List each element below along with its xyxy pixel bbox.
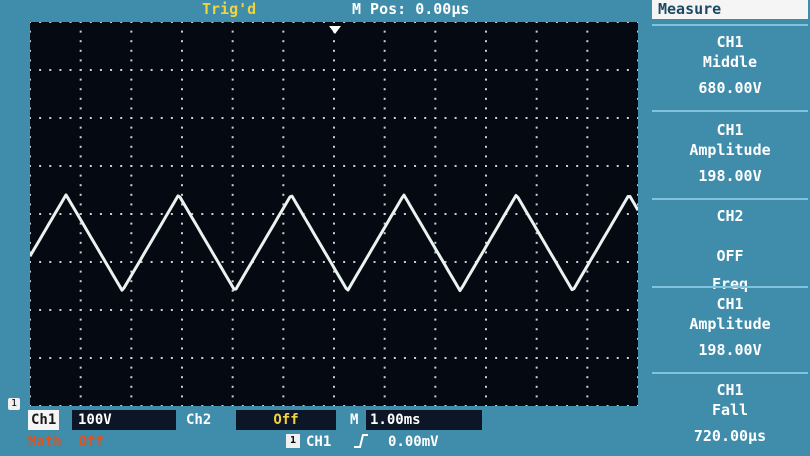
slot-1-value: 680.00V [698,79,762,97]
timebase-value: 1.00ms [366,410,482,430]
measure-slot-5[interactable]: CH1 Fall 720.00µs [652,372,808,452]
trigger-level: 0.00mV [388,434,439,450]
slot-1-type: Middle [702,53,758,71]
measure-slot-1[interactable]: CH1 Middle 680.00V [652,24,808,104]
slot-4-source: CH1 [716,295,744,313]
slot-4-type: Amplitude [689,315,771,333]
horizontal-position: M Pos: 0.00µs [352,0,470,18]
math-status: Math Off [28,434,104,450]
slot-4-value: 198.00V [698,341,762,359]
slot-3-source: CH2 OFF [716,207,744,265]
trigger-source: CH1 [306,434,332,450]
slot-2-type: Amplitude [689,141,771,159]
ch2-label: Ch2 [186,412,212,428]
ch1-ground-marker-icon: 1 [8,398,20,410]
measure-slot-3[interactable]: CH2 OFF Freq [652,198,808,293]
ch2-state: Off [236,410,336,430]
scope-grid [30,22,638,406]
measure-menu-title: Measure [652,0,808,19]
trigger-position-marker-icon [329,26,341,34]
status-header: Trig'd M Pos: 0.00µs [0,0,648,22]
slot-5-type: Fall [711,401,749,419]
slot-2-source: CH1 [716,121,744,139]
slot-2-value: 198.00V [698,167,762,185]
slot-1-source: CH1 [716,33,744,51]
timebase-label: M [350,412,359,428]
channel-status-bar: Ch1 100V Ch2 Off M 1.00ms Math Off 1 CH1… [0,406,648,452]
measure-slot-2[interactable]: CH1 Amplitude 198.00V [652,110,808,194]
trigger-status: Trig'd [202,0,257,18]
slot-3-type: Freq [711,275,749,293]
graticule [30,22,638,406]
ch1-waveform [30,193,638,293]
trigger-icon: 1 [286,434,300,448]
waveform-display [30,22,638,406]
measure-menu: Measure CH1 Middle 680.00V CH1 Amplitude… [648,0,810,452]
rising-edge-icon [352,432,370,452]
ch1-scale: 100V [72,410,176,430]
ch1-label: Ch1 [28,410,60,430]
slot-5-source: CH1 [716,381,744,399]
measure-slot-4[interactable]: CH1 Amplitude 198.00V [652,286,808,368]
slot-5-value: 720.00µs [693,427,767,445]
